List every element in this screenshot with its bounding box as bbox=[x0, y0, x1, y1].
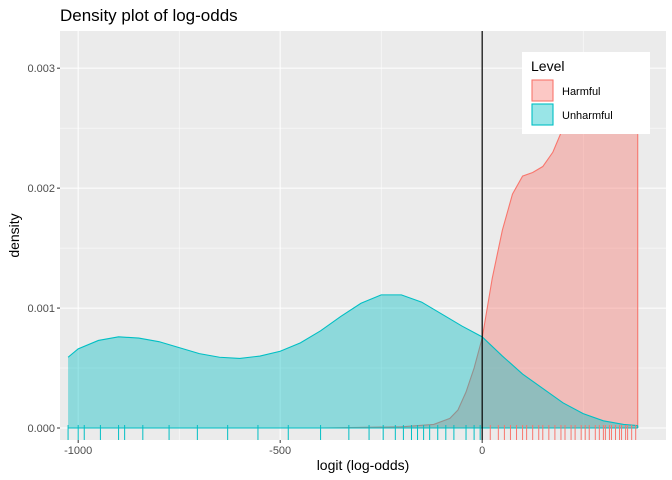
density-area-harmful bbox=[68, 53, 638, 429]
legend-key-harmful bbox=[531, 79, 554, 102]
legend-key-unharmful bbox=[531, 103, 554, 126]
y-axis-title: density bbox=[6, 213, 22, 257]
y-tick-label: 0.001 bbox=[27, 303, 55, 315]
x-tick-label: 0 bbox=[479, 445, 485, 457]
x-tick-label: -500 bbox=[269, 445, 291, 457]
legend-label-harmful: Harmful bbox=[562, 86, 601, 98]
legend-label-unharmful: Unharmful bbox=[562, 110, 613, 122]
x-axis-title: logit (log-odds) bbox=[317, 457, 410, 473]
minor-grid bbox=[60, 31, 666, 440]
legend-title: Level bbox=[531, 58, 564, 74]
legend: Level Harmful Unharmful bbox=[522, 52, 650, 134]
chart-title: Density plot of log-odds bbox=[60, 6, 238, 25]
y-tick-label: 0.003 bbox=[27, 63, 55, 75]
rug-marks bbox=[67, 425, 637, 440]
density-area-unharmful bbox=[68, 294, 638, 429]
y-tick-label: 0.000 bbox=[27, 423, 55, 435]
x-tick-label: -1000 bbox=[64, 445, 92, 457]
y-axis: 0.000 0.001 0.002 0.003 bbox=[27, 63, 60, 435]
x-axis: -1000 -500 0 bbox=[64, 440, 485, 457]
y-tick-label: 0.002 bbox=[27, 183, 55, 195]
legend-background bbox=[522, 52, 650, 134]
density-line-unharmful bbox=[67, 294, 638, 427]
